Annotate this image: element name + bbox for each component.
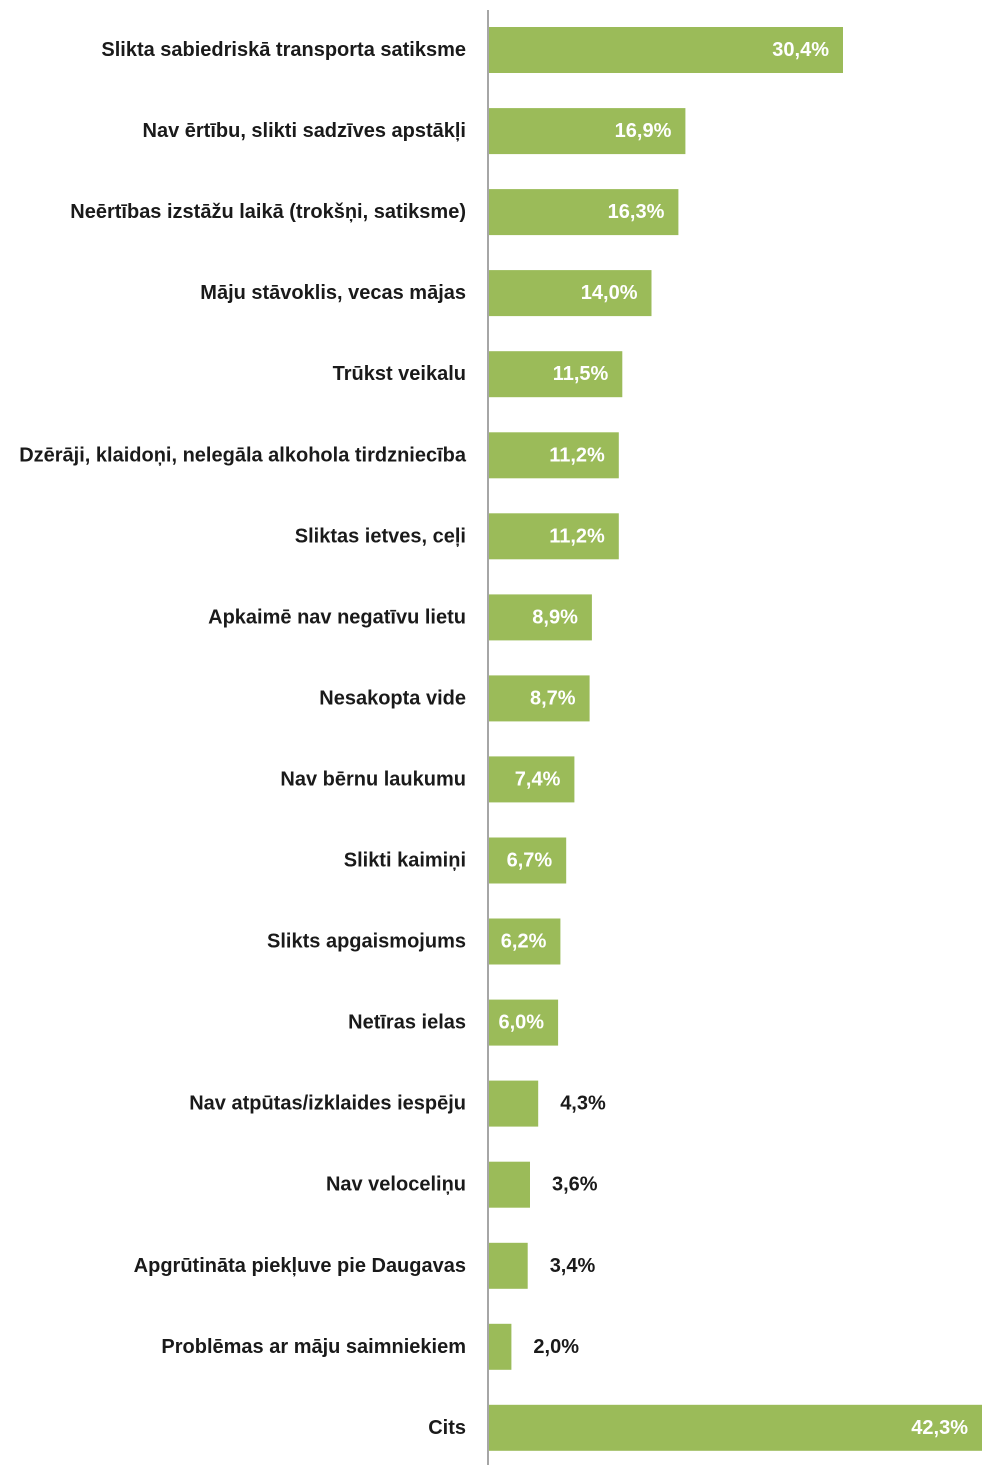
value-label: 11,2% bbox=[549, 525, 605, 547]
category-label: Cits bbox=[428, 1417, 466, 1439]
category-label: Problēmas ar māju saimniekiem bbox=[161, 1336, 466, 1358]
bar bbox=[488, 1080, 539, 1127]
bar bbox=[488, 999, 559, 1046]
value-label: 3,4% bbox=[550, 1255, 596, 1277]
value-label: 30,4% bbox=[772, 39, 829, 61]
bar bbox=[488, 513, 619, 560]
category-label: Sliktas ietves, ceļi bbox=[295, 525, 466, 547]
category-label: Trūkst veikalu bbox=[333, 363, 466, 385]
bar bbox=[488, 918, 561, 965]
bar bbox=[488, 675, 590, 722]
value-label: 8,9% bbox=[532, 606, 578, 628]
value-label: 14,0% bbox=[581, 282, 638, 304]
bar bbox=[488, 270, 652, 317]
value-label: 6,7% bbox=[507, 850, 553, 872]
category-label: Nesakopta vide bbox=[319, 687, 466, 709]
bar bbox=[488, 432, 619, 479]
category-label: Nav bērnu laukumu bbox=[280, 768, 466, 790]
bar bbox=[488, 1323, 512, 1370]
value-label: 7,4% bbox=[515, 768, 561, 790]
bar bbox=[488, 1242, 528, 1289]
category-label: Nav ērtību, slikti sadzīves apstākļi bbox=[143, 120, 466, 142]
value-label: 8,7% bbox=[530, 687, 576, 709]
value-label: 3,6% bbox=[552, 1174, 598, 1196]
category-label: Dzērāji, klaidoņi, nelegāla alkohola tir… bbox=[19, 444, 467, 466]
value-label: 11,5% bbox=[553, 363, 609, 385]
value-labels-group: 30,4% 16,9% 16,3% 14,0% 11,5% 11,2% 11,2% 8,9% 8… bbox=[499, 39, 969, 1439]
bar bbox=[488, 837, 567, 884]
bar bbox=[488, 1161, 530, 1208]
bar bbox=[488, 189, 679, 236]
category-label: Neērtības izstāžu laikā (trokšņi, satiks… bbox=[70, 201, 466, 223]
category-label: Nav veloceliņu bbox=[326, 1174, 466, 1196]
value-label: 11,2% bbox=[549, 444, 605, 466]
category-label: Slikti kaimiņi bbox=[344, 850, 466, 872]
value-label: 16,9% bbox=[615, 120, 672, 142]
value-label: 4,3% bbox=[560, 1093, 606, 1115]
bar bbox=[488, 1404, 982, 1451]
bar bbox=[488, 108, 686, 155]
category-label: Slikta sabiedriskā transporta satiksme bbox=[101, 39, 466, 61]
value-label: 16,3% bbox=[608, 201, 665, 223]
bars-group bbox=[488, 27, 982, 1451]
value-label: 6,0% bbox=[499, 1012, 545, 1034]
category-label: Slikts apgaismojums bbox=[267, 931, 466, 953]
value-label: 6,2% bbox=[501, 931, 547, 953]
category-label: Apkaimē nav negatīvu lietu bbox=[208, 606, 466, 628]
category-label: Apgrūtināta piekļuve pie Daugavas bbox=[134, 1255, 466, 1277]
value-label: 42,3% bbox=[911, 1417, 968, 1439]
bar bbox=[488, 756, 575, 803]
category-label: Netīras ielas bbox=[348, 1012, 466, 1034]
category-labels-group: Slikta sabiedriskā transporta satiksme Na… bbox=[19, 39, 467, 1439]
value-label: 2,0% bbox=[533, 1336, 579, 1358]
category-label: Nav atpūtas/izklaides iespēju bbox=[189, 1093, 466, 1115]
bar bbox=[488, 351, 623, 398]
category-label: Māju stāvoklis, vecas mājas bbox=[200, 282, 466, 304]
bar bbox=[488, 27, 843, 73]
bar bbox=[488, 594, 592, 641]
